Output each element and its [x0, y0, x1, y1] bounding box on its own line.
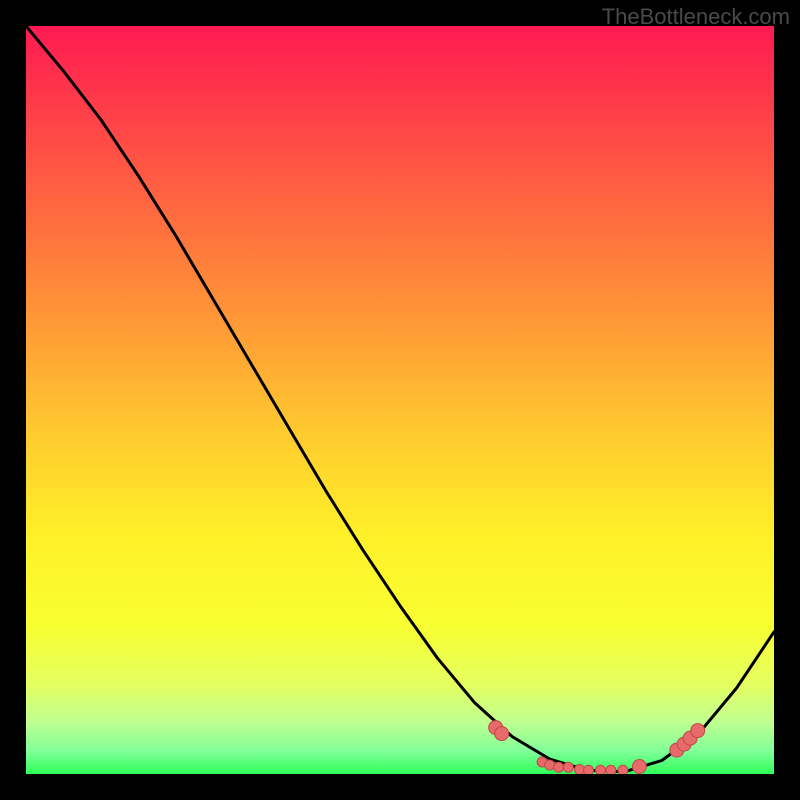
marker-point [584, 765, 594, 774]
bottleneck-curve [26, 26, 774, 772]
marker-point [563, 762, 573, 772]
marker-point [495, 727, 509, 741]
marker-point [596, 765, 606, 774]
watermark-text: TheBottleneck.com [602, 4, 790, 30]
marker-point [606, 765, 616, 774]
chart-overlay [26, 26, 774, 774]
marker-point [545, 760, 555, 770]
marker-point [554, 762, 564, 772]
marker-point [691, 724, 705, 738]
chart-plot-area [26, 26, 774, 774]
marker-point [575, 765, 585, 775]
marker-point [632, 760, 646, 774]
curve-markers [489, 721, 705, 774]
marker-point [618, 765, 628, 774]
